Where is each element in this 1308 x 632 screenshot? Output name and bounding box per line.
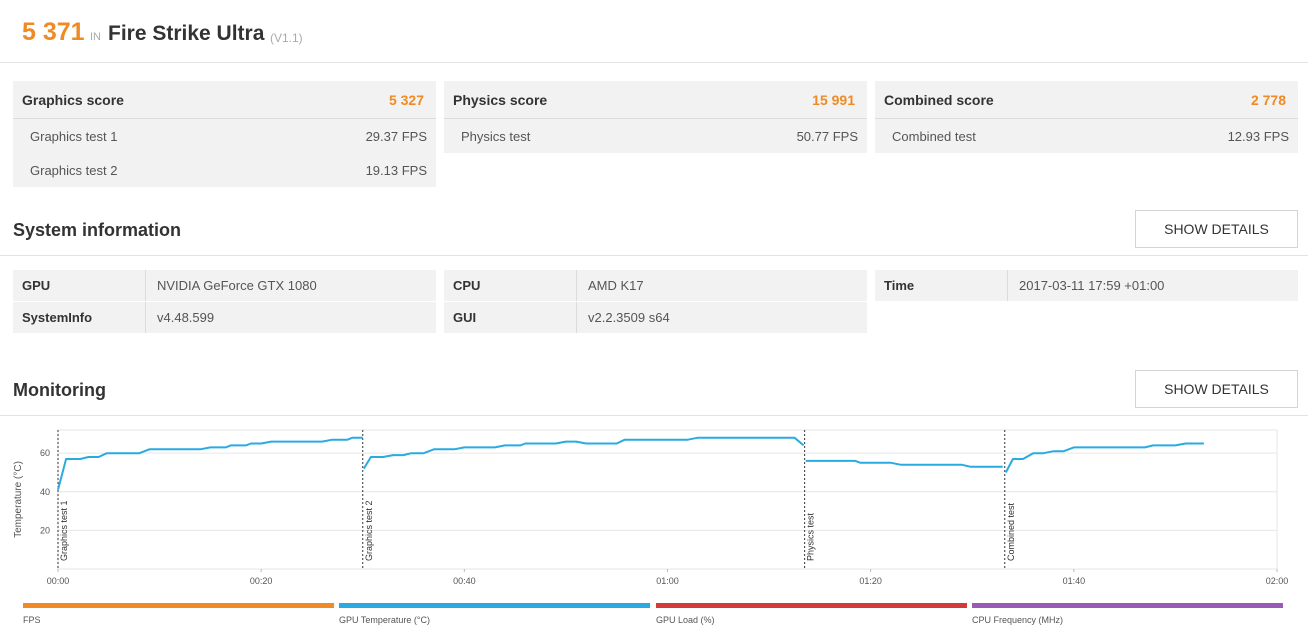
x-tick-label: 00:40	[453, 576, 476, 586]
x-tick-label: 01:20	[859, 576, 882, 586]
combined-score-box: Combined score 2 778 Combined test 12.93…	[875, 81, 1298, 153]
y-tick-label: 60	[40, 448, 50, 458]
y-tick-label: 40	[40, 487, 50, 497]
info-value: v2.2.3509 s64	[588, 310, 670, 325]
test-name: Graphics test 2	[30, 163, 118, 178]
legend-label-fps[interactable]: FPS	[23, 615, 41, 625]
result-header: 5 371 IN Fire Strike Ultra (V1.1)	[0, 0, 1308, 63]
info-key: GUI	[444, 302, 577, 333]
test-marker-label: Graphics test 1	[59, 500, 69, 561]
x-tick-label: 02:00	[1266, 576, 1289, 586]
system-info-show-details-button[interactable]: SHOW DETAILS	[1135, 210, 1298, 248]
info-value: v4.48.599	[157, 310, 215, 325]
test-row: Graphics test 1 29.37 FPS	[13, 119, 436, 153]
legend-label-gpu-load[interactable]: GPU Load (%)	[656, 615, 715, 625]
gpu-temperature-line	[1004, 442, 1204, 473]
x-tick-label: 01:00	[656, 576, 679, 586]
test-marker-label: Graphics test 2	[364, 500, 374, 561]
score-value: 2 778	[1250, 92, 1286, 108]
test-row: Physics test 50.77 FPS	[444, 119, 867, 153]
gpu-temperature-line	[362, 436, 805, 470]
x-tick-label: 01:40	[1063, 576, 1086, 586]
legend-label-cpu-frequency[interactable]: CPU Frequency (MHz)	[972, 615, 1064, 625]
score-box-header: Physics score 15 991	[444, 81, 867, 119]
info-key: CPU	[444, 270, 577, 301]
info-key: Time	[875, 270, 1008, 301]
test-fps: 19.13 FPS	[365, 163, 427, 178]
legend-swatch-fps[interactable]	[23, 603, 334, 608]
info-row-gui: GUI v2.2.3509 s64	[444, 302, 867, 333]
score-box-header: Graphics score 5 327	[13, 81, 436, 119]
info-value: 2017-03-11 17:59 +01:00	[1019, 278, 1165, 293]
info-row-gpu: GPU NVIDIA GeForce GTX 1080	[13, 270, 436, 301]
score-value: 15 991	[812, 92, 855, 108]
y-axis-label: Temperature (°C)	[13, 461, 24, 538]
system-info-title: System information	[13, 220, 182, 240]
x-tick-label: 00:00	[47, 576, 70, 586]
info-row-cpu: CPU AMD K17	[444, 270, 867, 301]
benchmark-name: Fire Strike Ultra	[108, 22, 265, 45]
score-title: Graphics score	[22, 92, 124, 108]
gpu-temperature-line	[805, 459, 1003, 468]
test-fps: 12.93 FPS	[1227, 129, 1289, 144]
divider	[0, 415, 1308, 416]
x-tick-label: 00:20	[250, 576, 273, 586]
test-name: Graphics test 1	[30, 129, 118, 144]
benchmark-version: (V1.1)	[270, 31, 303, 45]
test-marker-label: Physics test	[806, 512, 816, 561]
info-key: GPU	[13, 270, 146, 301]
info-value: NVIDIA GeForce GTX 1080	[157, 278, 317, 293]
info-row-systeminfo: SystemInfo v4.48.599	[13, 302, 436, 333]
test-row: Combined test 12.93 FPS	[875, 119, 1298, 153]
physics-score-box: Physics score 15 991 Physics test 50.77 …	[444, 81, 867, 153]
test-fps: 29.37 FPS	[365, 129, 427, 144]
legend-label-gpu-temperature[interactable]: GPU Temperature (°C)	[339, 615, 430, 625]
score-value: 5 327	[388, 92, 424, 108]
in-label: IN	[90, 31, 101, 43]
test-name: Physics test	[461, 129, 531, 144]
score-box-header: Combined score 2 778	[875, 81, 1298, 119]
score-title: Combined score	[884, 92, 994, 108]
legend-swatch-gpu-temperature[interactable]	[339, 603, 650, 608]
info-key: SystemInfo	[13, 302, 146, 333]
system-info-column: GPU NVIDIA GeForce GTX 1080 SystemInfo v…	[13, 270, 436, 334]
legend-swatch-cpu-frequency[interactable]	[972, 603, 1283, 608]
overall-score: 5 371	[22, 18, 85, 46]
info-value: AMD K17	[588, 278, 644, 293]
divider	[0, 255, 1308, 256]
monitoring-chart: 20 40 60 00:00 00:20 00:40 01:00 01:20 01:40 02:0…	[13, 429, 1289, 586]
system-info-column: Time 2017-03-11 17:59 +01:00	[875, 270, 1298, 302]
test-fps: 50.77 FPS	[796, 129, 858, 144]
gpu-temperature-line	[57, 436, 363, 491]
system-info-column: CPU AMD K17 GUI v2.2.3509 s64	[444, 270, 867, 334]
y-tick-label: 20	[40, 525, 50, 535]
plot-area	[57, 429, 1278, 570]
test-marker-label: Combined test	[1006, 502, 1016, 561]
legend-swatch-gpu-load[interactable]	[656, 603, 967, 608]
test-name: Combined test	[892, 129, 976, 144]
monitoring-show-details-button[interactable]: SHOW DETAILS	[1135, 370, 1298, 408]
info-row-time: Time 2017-03-11 17:59 +01:00	[875, 270, 1298, 301]
score-title: Physics score	[453, 92, 548, 108]
test-row: Graphics test 2 19.13 FPS	[13, 153, 436, 187]
monitoring-title: Monitoring	[13, 380, 106, 400]
graphics-score-box: Graphics score 5 327 Graphics test 1 29.…	[13, 81, 436, 187]
